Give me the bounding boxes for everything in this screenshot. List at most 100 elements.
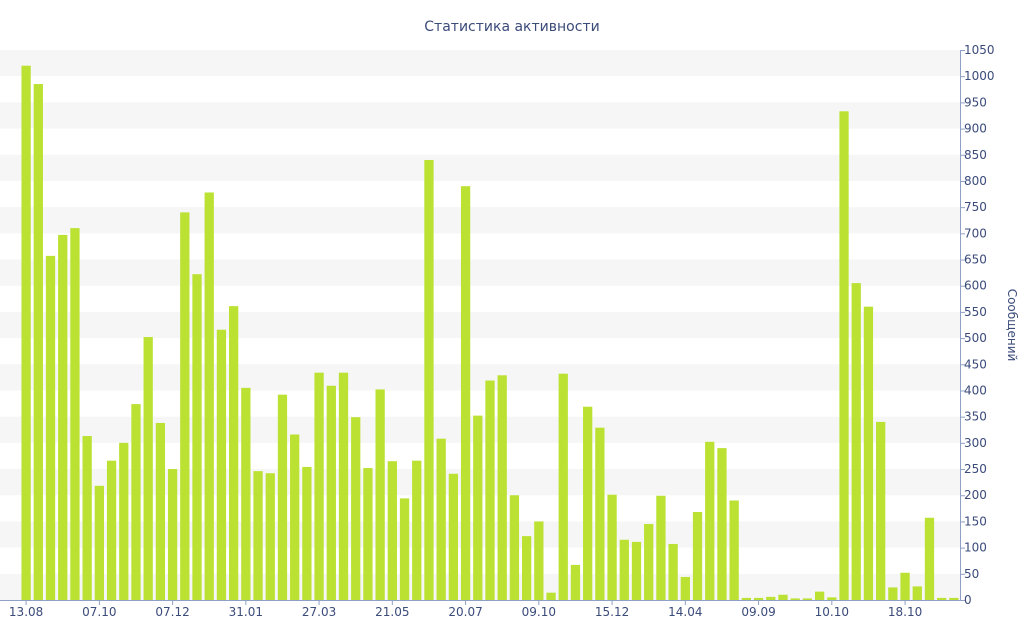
bar (375, 389, 385, 600)
bar (338, 372, 349, 600)
bar (497, 375, 507, 600)
bar (192, 274, 202, 600)
bar (521, 536, 532, 600)
bar (363, 468, 373, 600)
bar (949, 597, 959, 600)
y-tick-label: 350 (964, 410, 987, 424)
bar (546, 592, 556, 600)
bar (58, 234, 68, 600)
bar (448, 473, 459, 600)
x-tick-label: 10.10 (815, 605, 849, 619)
y-axis-label: Сообщений (1005, 289, 1019, 362)
y-tick-label: 900 (964, 122, 987, 136)
bar (302, 466, 312, 600)
bar (692, 512, 703, 600)
x-tick-label: 07.12 (155, 605, 189, 619)
y-tick-label: 700 (964, 226, 987, 240)
grid-band (0, 102, 960, 129)
y-tick-label: 1050 (964, 43, 995, 57)
bar (924, 517, 935, 600)
bar (644, 524, 654, 600)
bar (619, 539, 629, 600)
y-tick-label: 650 (964, 253, 987, 267)
grid-bands (0, 50, 960, 600)
bar (778, 594, 788, 600)
grid-band (0, 50, 960, 77)
grid-band (0, 154, 960, 181)
bar (595, 427, 605, 600)
bar (351, 417, 361, 600)
bar (766, 596, 776, 600)
bar (314, 372, 324, 600)
bar (460, 186, 471, 600)
x-tick-label: 13.08 (9, 605, 43, 619)
bar (741, 597, 751, 600)
x-axis-ticks: 13.08 07.10 07.12 31.01 27.03 21.05 20.07 09.10… (9, 600, 922, 619)
bar (82, 436, 92, 600)
bar (717, 448, 727, 600)
y-tick-label: 250 (964, 462, 987, 476)
bar (680, 576, 690, 600)
bar (790, 598, 800, 600)
y-tick-label: 500 (964, 331, 987, 345)
y-tick-label: 1000 (964, 69, 995, 83)
bar (290, 434, 300, 600)
grid-band (0, 207, 960, 234)
bar (265, 473, 275, 600)
bar (45, 255, 56, 601)
bar (326, 385, 336, 600)
bar-series (21, 65, 959, 601)
bar (21, 65, 31, 600)
x-tick-label: 09.10 (522, 605, 556, 619)
bar (729, 500, 739, 600)
chart-title: Статистика активности (424, 19, 599, 35)
x-tick-label: 31.01 (229, 605, 263, 619)
bar (167, 469, 178, 600)
bar (473, 415, 483, 600)
bar (216, 329, 227, 600)
bar (485, 380, 495, 600)
y-tick-label: 950 (964, 95, 987, 109)
y-tick-label: 600 (964, 279, 987, 293)
bar (583, 406, 593, 600)
bar (387, 461, 397, 600)
bar (94, 485, 104, 600)
x-tick-label: 07.10 (82, 605, 116, 619)
y-axis-ticks: 0 50 100 150 200 250 300 350 400 450 500 550 600 650 7… (960, 43, 995, 607)
bar (119, 442, 129, 600)
bar (241, 387, 251, 600)
bar (876, 421, 886, 600)
x-tick-label: 27.03 (302, 605, 336, 619)
bar (900, 572, 910, 600)
bar (705, 441, 715, 600)
x-tick-label: 14.04 (668, 605, 702, 619)
y-tick-label: 200 (964, 488, 987, 502)
y-tick-label: 550 (964, 305, 987, 319)
x-tick-label: 09.09 (741, 605, 775, 619)
bar (399, 498, 410, 600)
bar (851, 283, 861, 600)
bar (229, 306, 239, 600)
bar (888, 587, 898, 600)
bar (570, 564, 581, 600)
y-tick-label: 850 (964, 148, 987, 162)
bar (70, 228, 80, 600)
bar (180, 212, 190, 600)
y-tick-label: 100 (964, 541, 987, 555)
bar (814, 591, 825, 600)
y-tick-label: 0 (964, 593, 972, 607)
bar (912, 586, 922, 600)
bar (827, 597, 837, 600)
bar (863, 306, 874, 600)
y-tick-label: 150 (964, 514, 987, 528)
bar (204, 192, 214, 601)
bar (277, 394, 288, 600)
y-tick-label: 400 (964, 383, 987, 397)
bar (33, 84, 43, 601)
bar (509, 495, 520, 600)
x-tick-label: 20.07 (448, 605, 482, 619)
y-tick-label: 800 (964, 174, 987, 188)
grid-band (0, 364, 960, 391)
